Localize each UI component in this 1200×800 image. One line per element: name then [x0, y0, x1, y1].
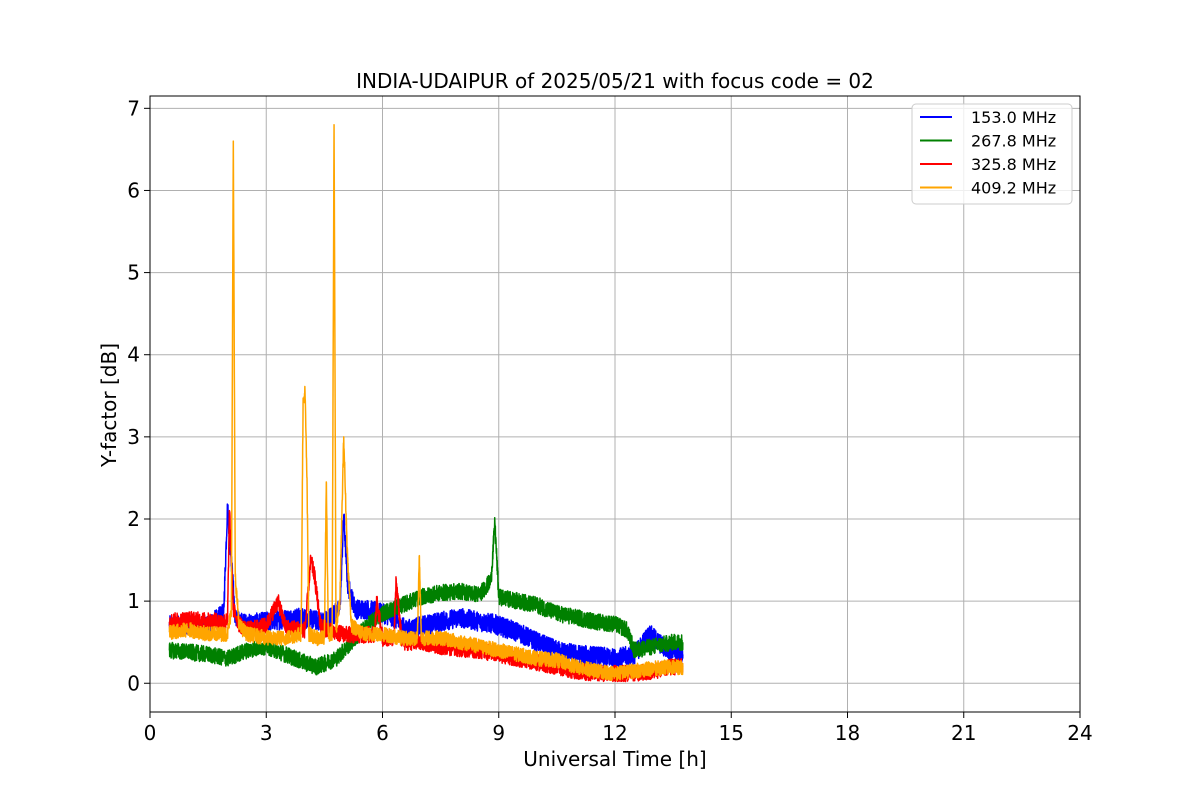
x-tick-label: 21: [951, 721, 976, 745]
x-axis-label: Universal Time [h]: [523, 747, 706, 771]
chart-title: INDIA-UDAIPUR of 2025/05/21 with focus c…: [356, 69, 874, 93]
legend-box: [911, 103, 1073, 205]
y-tick-label: 5: [127, 261, 140, 285]
y-axis-label: Y-factor [dB]: [97, 343, 121, 468]
legend-label: 325.8 MHz: [971, 155, 1056, 174]
y-tick-label: 0: [127, 671, 140, 695]
legend-label: 267.8 MHz: [971, 132, 1056, 151]
x-tick-label: 9: [492, 721, 505, 745]
series-line-2: [168, 516, 684, 676]
x-tick-label: 24: [1067, 721, 1092, 745]
x-tick-label: 6: [376, 721, 389, 745]
y-axis: 0 1 2 3 4 5 6 7: [127, 96, 150, 695]
plot-area: [168, 124, 684, 683]
x-tick-label: 3: [260, 721, 273, 745]
legend: 153.0 MHz 267.8 MHz 325.8 MHz 409.2 MHz: [911, 103, 1073, 205]
x-tick-label: 18: [835, 721, 860, 745]
legend-label: 409.2 MHz: [971, 179, 1056, 198]
x-tick-label: 12: [602, 721, 627, 745]
x-axis: 0 3 6 9 12 15 18 21 24: [144, 712, 1093, 745]
y-tick-label: 1: [127, 589, 140, 613]
y-tick-label: 4: [127, 343, 140, 367]
grid: [149, 96, 1081, 712]
y-tick-label: 3: [127, 425, 140, 449]
y-tick-label: 2: [127, 507, 140, 531]
y-tick-label: 6: [127, 178, 140, 202]
legend-label: 153.0 MHz: [971, 108, 1056, 127]
x-tick-label: 0: [144, 721, 157, 745]
y-tick-label: 7: [127, 96, 140, 120]
x-tick-label: 15: [719, 721, 744, 745]
series-line-4: [168, 124, 684, 681]
